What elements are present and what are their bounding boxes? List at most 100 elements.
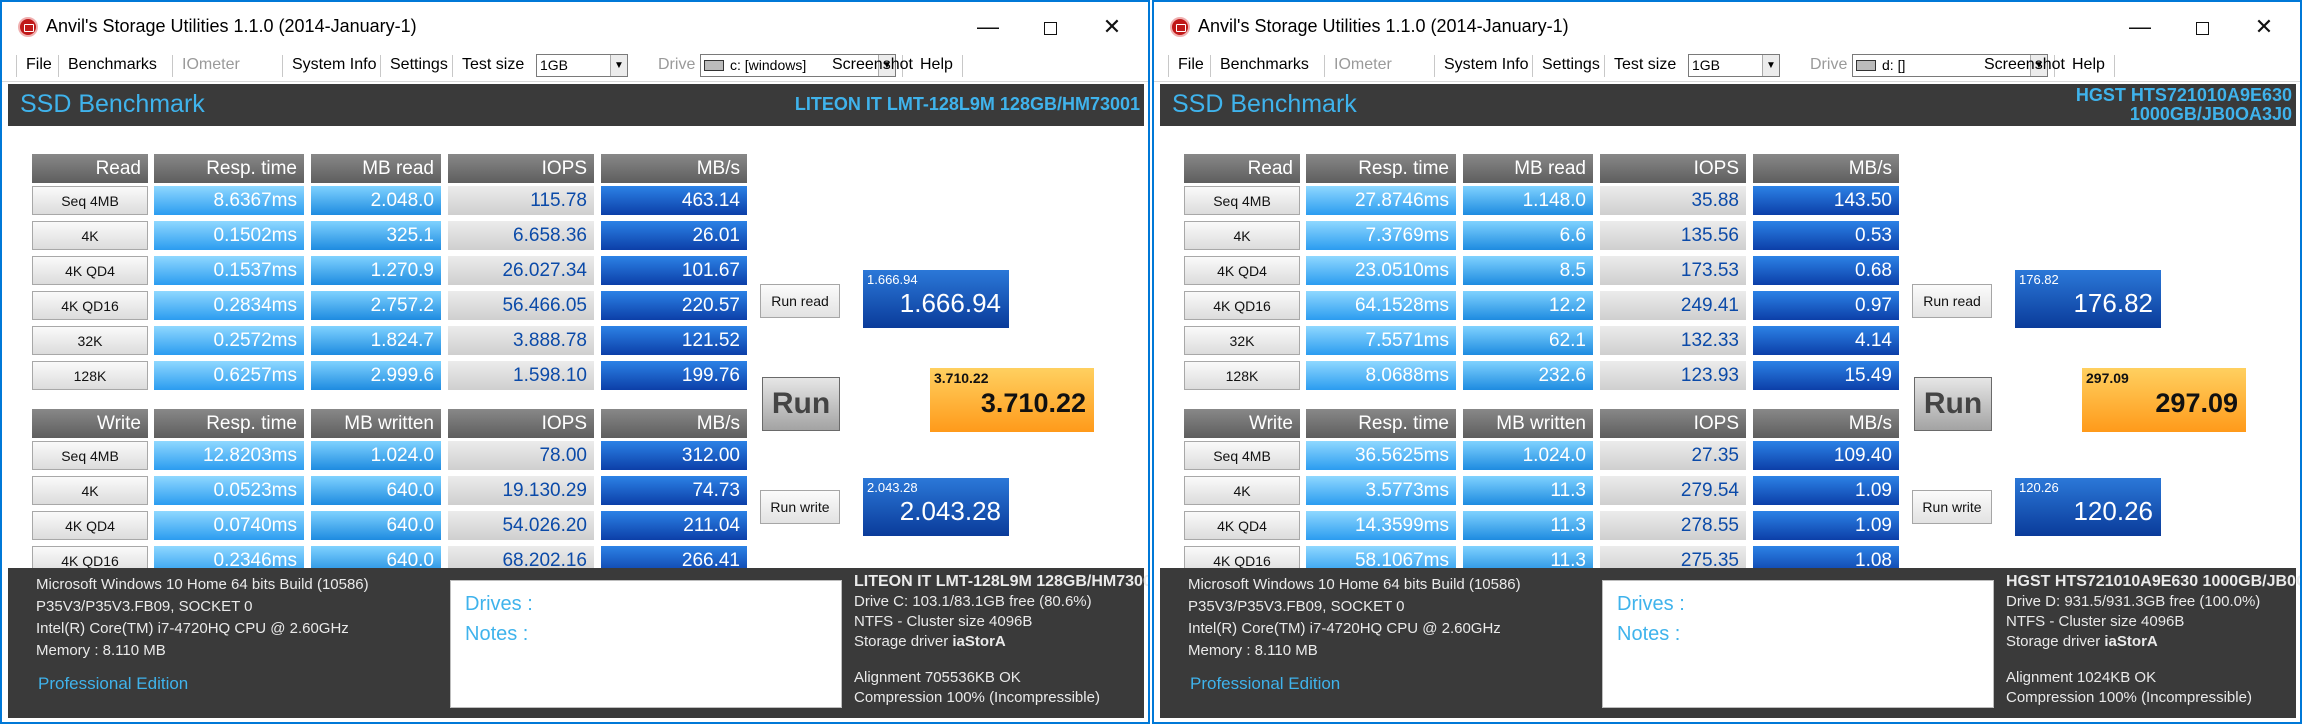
system-info-line: Memory : 8.110 MB bbox=[36, 642, 166, 659]
read-seq-4mb-button[interactable]: Seq 4MB bbox=[32, 186, 148, 215]
run-write-button[interactable]: Run write bbox=[760, 490, 840, 524]
read-32k-button[interactable]: 32K bbox=[1184, 326, 1300, 355]
menu-help[interactable]: Help bbox=[920, 56, 953, 73]
menu-separator bbox=[172, 55, 173, 77]
device-free-space: Drive D: 931.5/931.3GB free (100.0%) bbox=[2006, 593, 2261, 610]
notes-label: Notes : bbox=[1617, 623, 1681, 645]
read-header-resp: Resp. time bbox=[154, 154, 304, 183]
maximize-button[interactable] bbox=[1020, 8, 1080, 46]
read-4k-qd4-button[interactable]: 4K QD4 bbox=[32, 256, 148, 285]
read-4k-qd4-resp: 23.0510ms bbox=[1306, 256, 1456, 285]
write-header-label: Write bbox=[1184, 409, 1300, 438]
menu-benchmarks[interactable]: Benchmarks bbox=[68, 56, 157, 73]
notes-box[interactable]: Drives : Notes : bbox=[1602, 580, 1994, 708]
write-seq-4mb-mb: 1.024.0 bbox=[311, 441, 441, 470]
write-header-mb: MB written bbox=[1463, 409, 1593, 438]
run-button[interactable]: Run bbox=[762, 377, 840, 431]
drive-select[interactable]: d: [] ▼ bbox=[1852, 54, 2048, 77]
read-4k-resp: 7.3769ms bbox=[1306, 221, 1456, 250]
menu-screenshot[interactable]: Screenshot bbox=[1984, 56, 2065, 73]
test-size-select[interactable]: 1GB ▼ bbox=[536, 54, 628, 77]
minimize-button[interactable]: — bbox=[2129, 14, 2151, 39]
driver-value: iaStorA bbox=[2104, 633, 2158, 650]
read-score-value: 1.666.94 bbox=[899, 288, 1001, 318]
run-read-button[interactable]: Run read bbox=[1912, 284, 1992, 318]
read-4k-qd16-resp: 0.2834ms bbox=[154, 291, 304, 320]
write-4k-button[interactable]: 4K bbox=[32, 476, 148, 505]
read-128k-button[interactable]: 128K bbox=[32, 361, 148, 390]
compression-line: Compression 100% (Incompressible) bbox=[854, 689, 1100, 706]
edition-label: Professional Edition bbox=[1190, 674, 1341, 693]
read-128k-resp: 8.0688ms bbox=[1306, 361, 1456, 390]
read-32k-button[interactable]: 32K bbox=[32, 326, 148, 355]
read-32k-mb: 62.1 bbox=[1463, 326, 1593, 355]
total-score-value: 3.710.22 bbox=[980, 388, 1086, 418]
maximize-button[interactable] bbox=[2172, 8, 2232, 46]
menu-system-info[interactable]: System Info bbox=[292, 56, 377, 73]
driver-value: iaStorA bbox=[952, 633, 1006, 650]
app-window-1: Anvil's Storage Utilities 1.1.0 (2014-Ja… bbox=[0, 0, 1150, 724]
alignment-line: Alignment 1024KB OK bbox=[2006, 669, 2157, 686]
notes-box[interactable]: Drives : Notes : bbox=[450, 580, 842, 708]
read-header-iops: IOPS bbox=[448, 154, 594, 183]
benchmark-area: Read Resp. time MB read IOPS MB/s Seq 4MB 8.63… bbox=[8, 126, 1144, 575]
read-4k-button[interactable]: 4K bbox=[1184, 221, 1300, 250]
read-128k-button[interactable]: 128K bbox=[1184, 361, 1300, 390]
write-4k-iops: 279.54 bbox=[1600, 476, 1746, 505]
read-seq-4mb-button[interactable]: Seq 4MB bbox=[1184, 186, 1300, 215]
system-info-line: P35V3/P35V3.FB09, SOCKET 0 bbox=[1188, 598, 1405, 615]
run-button[interactable]: Run bbox=[1914, 377, 1992, 431]
write-seq-4mb-button[interactable]: Seq 4MB bbox=[32, 441, 148, 470]
menu-iometer[interactable]: IOmeter bbox=[182, 56, 240, 73]
menu-file[interactable]: File bbox=[1178, 56, 1204, 73]
write-4k-resp: 3.5773ms bbox=[1306, 476, 1456, 505]
read-4k-qd16-mb: 12.2 bbox=[1463, 291, 1593, 320]
read-128k-mb: 232.6 bbox=[1463, 361, 1593, 390]
menu-system-info[interactable]: System Info bbox=[1444, 56, 1529, 73]
read-seq-4mb-mb: 2.048.0 bbox=[311, 186, 441, 215]
total-score: 3.710.22 3.710.22 bbox=[930, 368, 1094, 432]
title-bar: Anvil's Storage Utilities 1.1.0 (2014-Ja… bbox=[1154, 2, 2300, 52]
write-seq-4mb-mbs: 109.40 bbox=[1753, 441, 1899, 470]
test-size-select[interactable]: 1GB ▼ bbox=[1688, 54, 1780, 77]
menu-iometer[interactable]: IOmeter bbox=[1334, 56, 1392, 73]
menu-separator bbox=[16, 55, 17, 77]
read-score-small: 1.666.94 bbox=[867, 272, 918, 287]
read-4k-qd4-button[interactable]: 4K QD4 bbox=[1184, 256, 1300, 285]
read-4k-iops: 135.56 bbox=[1600, 221, 1746, 250]
menu-screenshot[interactable]: Screenshot bbox=[832, 56, 913, 73]
menu-help[interactable]: Help bbox=[2072, 56, 2105, 73]
menu-file[interactable]: File bbox=[26, 56, 52, 73]
menu-benchmarks[interactable]: Benchmarks bbox=[1220, 56, 1309, 73]
write-seq-4mb-iops: 78.00 bbox=[448, 441, 594, 470]
write-4k-qd4-button[interactable]: 4K QD4 bbox=[32, 511, 148, 540]
write-score-value: 2.043.28 bbox=[899, 496, 1001, 526]
menu-separator bbox=[2114, 55, 2115, 77]
drive-select[interactable]: c: [windows] ▼ bbox=[700, 54, 896, 77]
read-4k-qd16-button[interactable]: 4K QD16 bbox=[1184, 291, 1300, 320]
menu-separator bbox=[1604, 55, 1605, 77]
run-write-button[interactable]: Run write bbox=[1912, 490, 1992, 524]
read-4k-qd16-iops: 56.466.05 bbox=[448, 291, 594, 320]
write-4k-qd4-iops: 278.55 bbox=[1600, 511, 1746, 540]
write-seq-4mb-button[interactable]: Seq 4MB bbox=[1184, 441, 1300, 470]
chevron-down-icon: ▼ bbox=[2030, 55, 2047, 76]
menu-settings[interactable]: Settings bbox=[1542, 56, 1600, 73]
menu-settings[interactable]: Settings bbox=[390, 56, 448, 73]
app-logo-icon bbox=[1170, 17, 1190, 37]
read-4k-qd16-button[interactable]: 4K QD16 bbox=[32, 291, 148, 320]
close-button[interactable]: ✕ bbox=[2254, 14, 2274, 39]
system-info-line: Intel(R) Core(TM) i7-4720HQ CPU @ 2.60GH… bbox=[36, 620, 349, 637]
write-score-value: 120.26 bbox=[2073, 496, 2153, 526]
notes-label: Notes : bbox=[465, 623, 529, 645]
read-4k-button[interactable]: 4K bbox=[32, 221, 148, 250]
alignment-info: Alignment 1024KB OK Compression 100% (Inc… bbox=[2006, 668, 2252, 708]
close-button[interactable]: ✕ bbox=[1102, 14, 1122, 39]
minimize-button[interactable]: — bbox=[977, 14, 999, 39]
run-read-button[interactable]: Run read bbox=[760, 284, 840, 318]
write-4k-button[interactable]: 4K bbox=[1184, 476, 1300, 505]
write-4k-qd4-button[interactable]: 4K QD4 bbox=[1184, 511, 1300, 540]
device-driver: Storage driver iaStorA bbox=[2006, 632, 2300, 652]
drives-label: Drives : bbox=[465, 593, 533, 615]
write-4k-qd4-resp: 14.3599ms bbox=[1306, 511, 1456, 540]
